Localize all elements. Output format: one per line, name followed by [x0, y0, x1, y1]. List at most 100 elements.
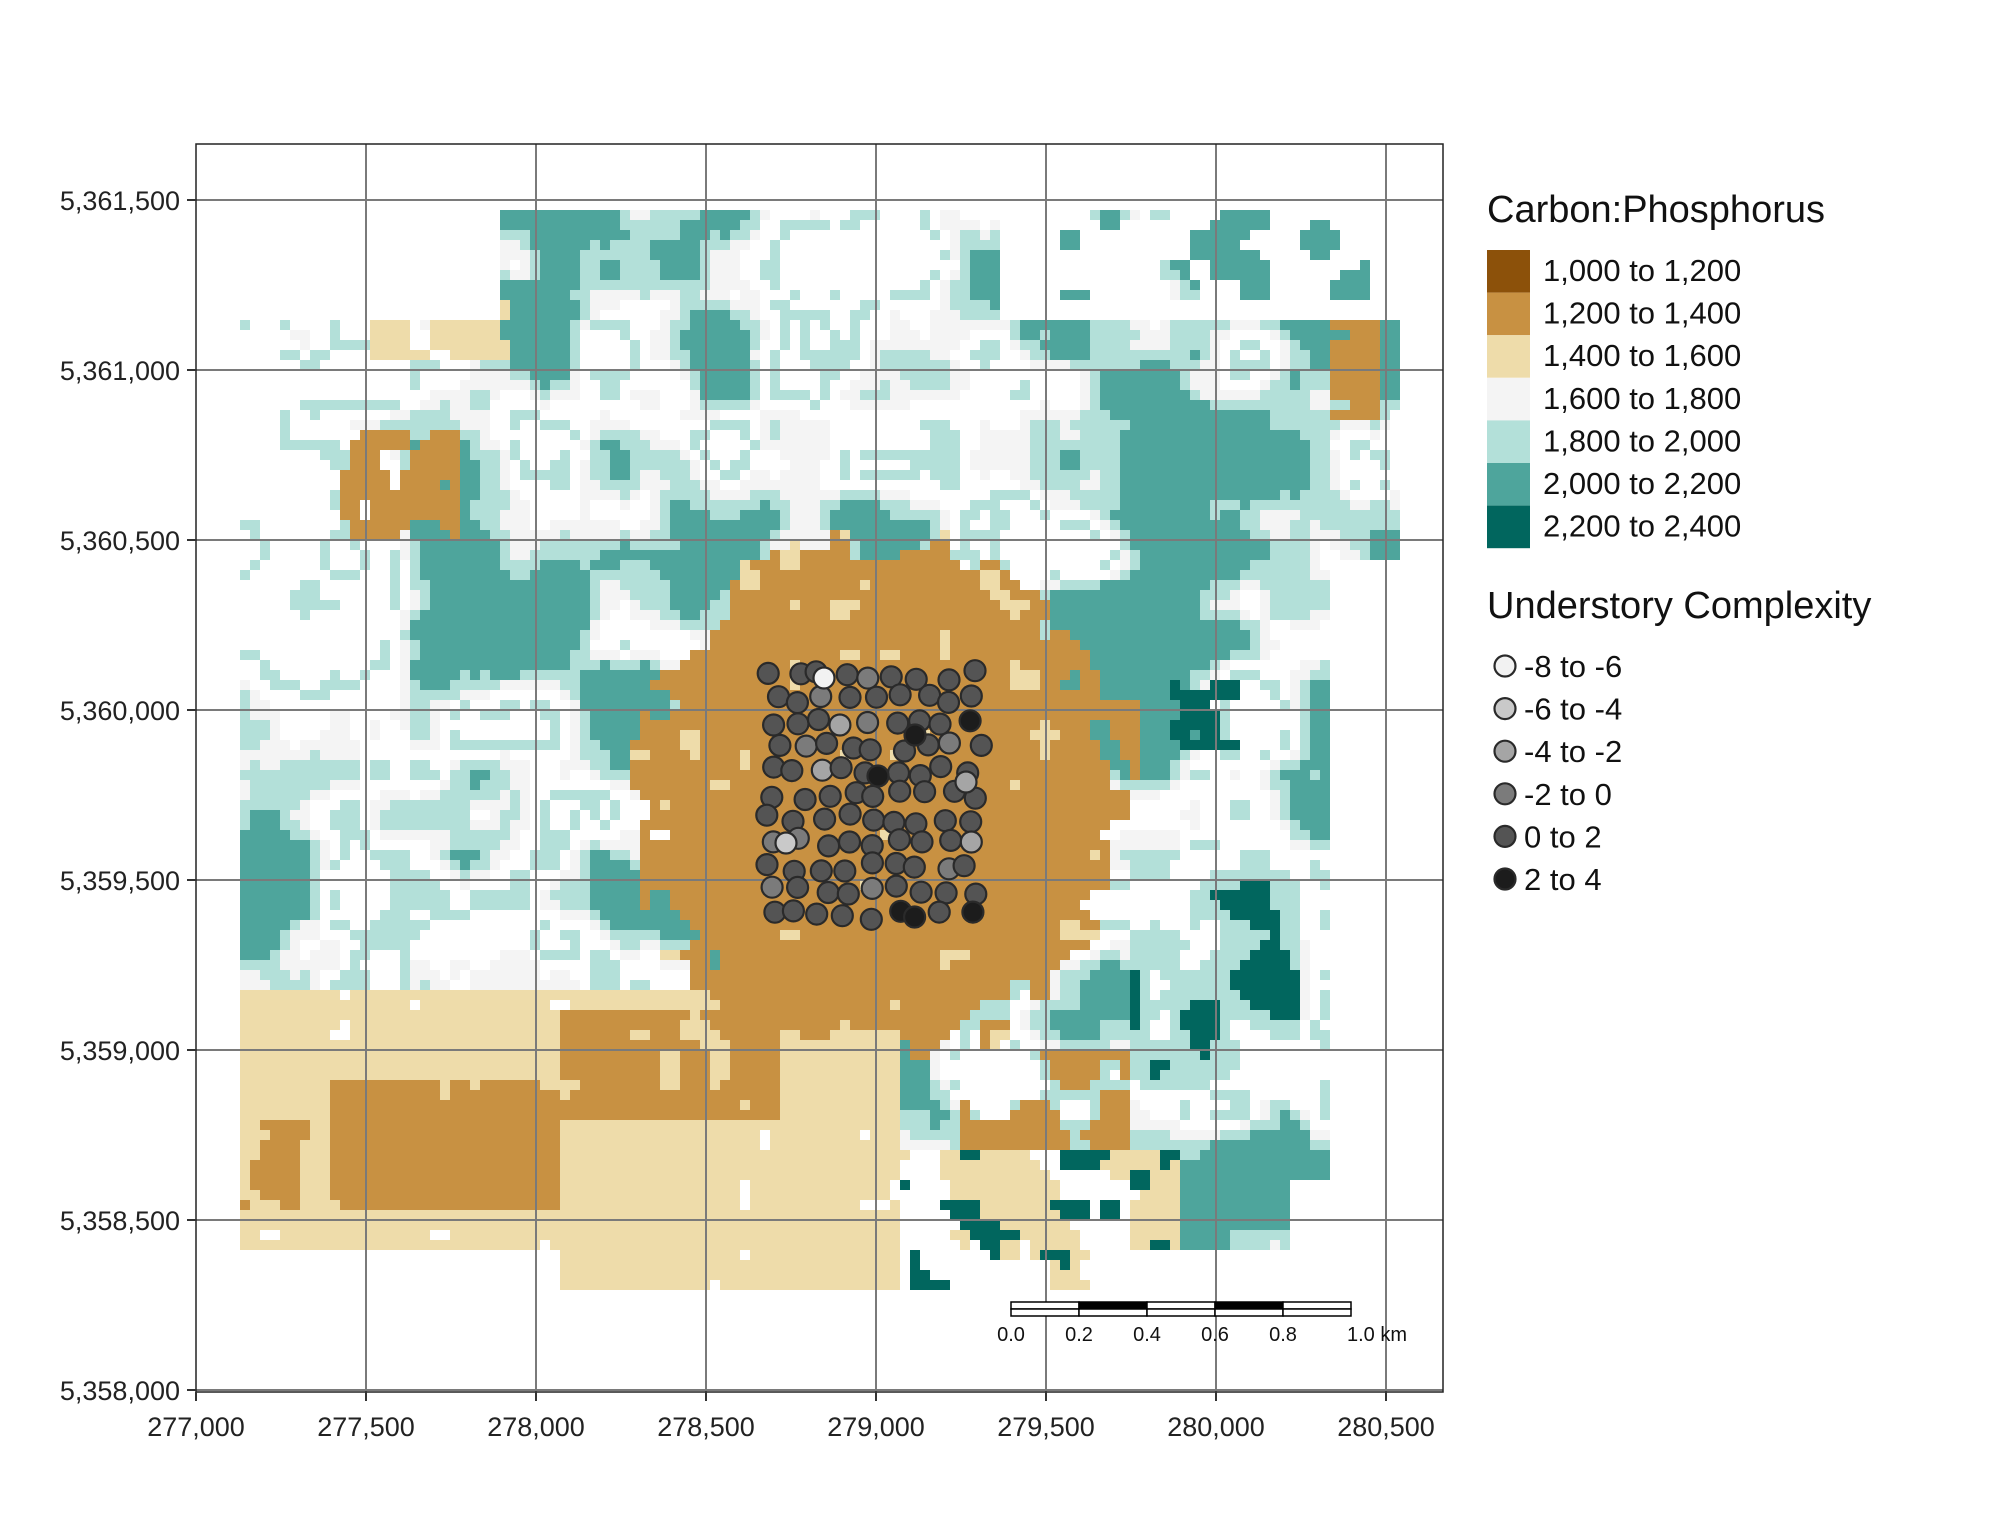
- raster-cell: [1020, 1100, 1050, 1110]
- raster-cell: [1010, 590, 1040, 600]
- raster-cell: [1100, 920, 1130, 930]
- raster-cell: [800, 320, 810, 330]
- raster-cell: [250, 1180, 300, 1190]
- raster-cell: [1110, 940, 1130, 950]
- raster-cell: [1080, 410, 1110, 420]
- raster-cell: [730, 610, 830, 620]
- raster-cell: [580, 500, 590, 510]
- raster-cell: [830, 1030, 900, 1040]
- raster-cell: [1150, 1180, 1180, 1190]
- raster-cell: [1310, 480, 1330, 490]
- raster-cell: [550, 460, 570, 470]
- raster-cell: [680, 700, 1140, 710]
- raster-cell: [1090, 1110, 1100, 1120]
- raster-cell: [460, 380, 530, 390]
- raster-cell: [1230, 1230, 1290, 1240]
- raster-cell: [900, 1050, 910, 1060]
- raster-cell: [740, 450, 750, 460]
- scale-bar-segment: [1282, 1301, 1352, 1310]
- raster-cell: [560, 1190, 740, 1200]
- raster-cell: [290, 590, 320, 600]
- scale-bar-label: 0.0: [997, 1324, 1025, 1346]
- raster-cell: [780, 230, 790, 240]
- sample-point: [838, 685, 862, 710]
- raster-cell: [980, 1210, 1060, 1220]
- raster-cell: [590, 850, 610, 860]
- raster-cell: [1320, 920, 1330, 930]
- raster-cell: [980, 420, 990, 430]
- raster-cell: [1050, 1060, 1100, 1070]
- raster-cell: [560, 930, 580, 940]
- raster-cell: [470, 370, 510, 380]
- raster-cell: [1140, 360, 1170, 370]
- raster-cell: [640, 900, 650, 910]
- raster-cell: [750, 750, 840, 760]
- raster-cell: [710, 230, 720, 240]
- raster-cell: [870, 340, 960, 350]
- sample-point: [835, 663, 859, 687]
- raster-cell: [1130, 1210, 1180, 1220]
- raster-cell: [780, 340, 790, 350]
- raster-cell: [440, 480, 450, 490]
- raster-cell: [820, 520, 830, 530]
- raster-cell: [1170, 1160, 1180, 1170]
- raster-cell: [770, 430, 780, 440]
- raster-cell: [1020, 420, 1030, 430]
- raster-cell: [900, 1000, 980, 1010]
- raster-cell: [1110, 550, 1120, 560]
- raster-cell: [860, 370, 900, 380]
- raster-cell: [1090, 970, 1130, 980]
- raster-cell: [910, 380, 950, 390]
- raster-cell: [1020, 330, 1040, 340]
- raster-cell: [370, 330, 410, 340]
- raster-cell: [1080, 640, 1250, 650]
- raster-cell: [430, 730, 440, 740]
- raster-cell: [300, 690, 330, 700]
- raster-cell: [1160, 1160, 1170, 1170]
- raster-cell: [1030, 1020, 1050, 1030]
- raster-cell: [1180, 370, 1190, 380]
- raster-cell: [880, 360, 950, 370]
- raster-cell: [260, 540, 270, 550]
- raster-cell: [460, 520, 480, 530]
- sample-point: [794, 734, 818, 758]
- raster-cell: [1160, 990, 1240, 1000]
- raster-cell: [580, 740, 600, 750]
- raster-cell: [350, 1020, 560, 1030]
- raster-cell: [810, 400, 820, 410]
- sample-point: [969, 733, 993, 758]
- raster-cell: [760, 320, 770, 330]
- raster-cell: [410, 720, 430, 730]
- raster-cell: [630, 490, 640, 500]
- raster-cell: [1170, 1060, 1240, 1070]
- raster-cell: [970, 280, 1000, 290]
- raster-cell: [1020, 350, 1030, 360]
- raster-cell: [700, 210, 750, 220]
- raster-cell: [390, 580, 400, 590]
- raster-cell: [600, 740, 630, 750]
- raster-cell: [920, 280, 930, 290]
- raster-cell: [1230, 800, 1250, 810]
- raster-cell: [1300, 430, 1330, 440]
- raster-cell: [560, 1040, 700, 1050]
- sample-point: [860, 876, 884, 901]
- raster-cell: [670, 480, 700, 490]
- raster-cell: [280, 820, 300, 830]
- raster-cell: [510, 270, 530, 280]
- raster-cell: [1140, 1000, 1190, 1010]
- raster-cell: [1060, 1260, 1070, 1270]
- raster-cell: [960, 270, 970, 280]
- raster-cell: [470, 870, 490, 880]
- graticule: [196, 144, 1443, 1392]
- raster-cell: [1180, 1160, 1330, 1170]
- raster-cell: [570, 690, 580, 700]
- raster-cell: [410, 640, 420, 650]
- raster-cell: [430, 840, 450, 850]
- raster-cell: [1060, 1160, 1100, 1170]
- raster-cell: [1360, 260, 1370, 270]
- raster-cell: [660, 500, 670, 510]
- raster-cell: [240, 870, 310, 880]
- scale-bar-label: 0.8: [1269, 1324, 1297, 1346]
- raster-cell: [1350, 480, 1360, 490]
